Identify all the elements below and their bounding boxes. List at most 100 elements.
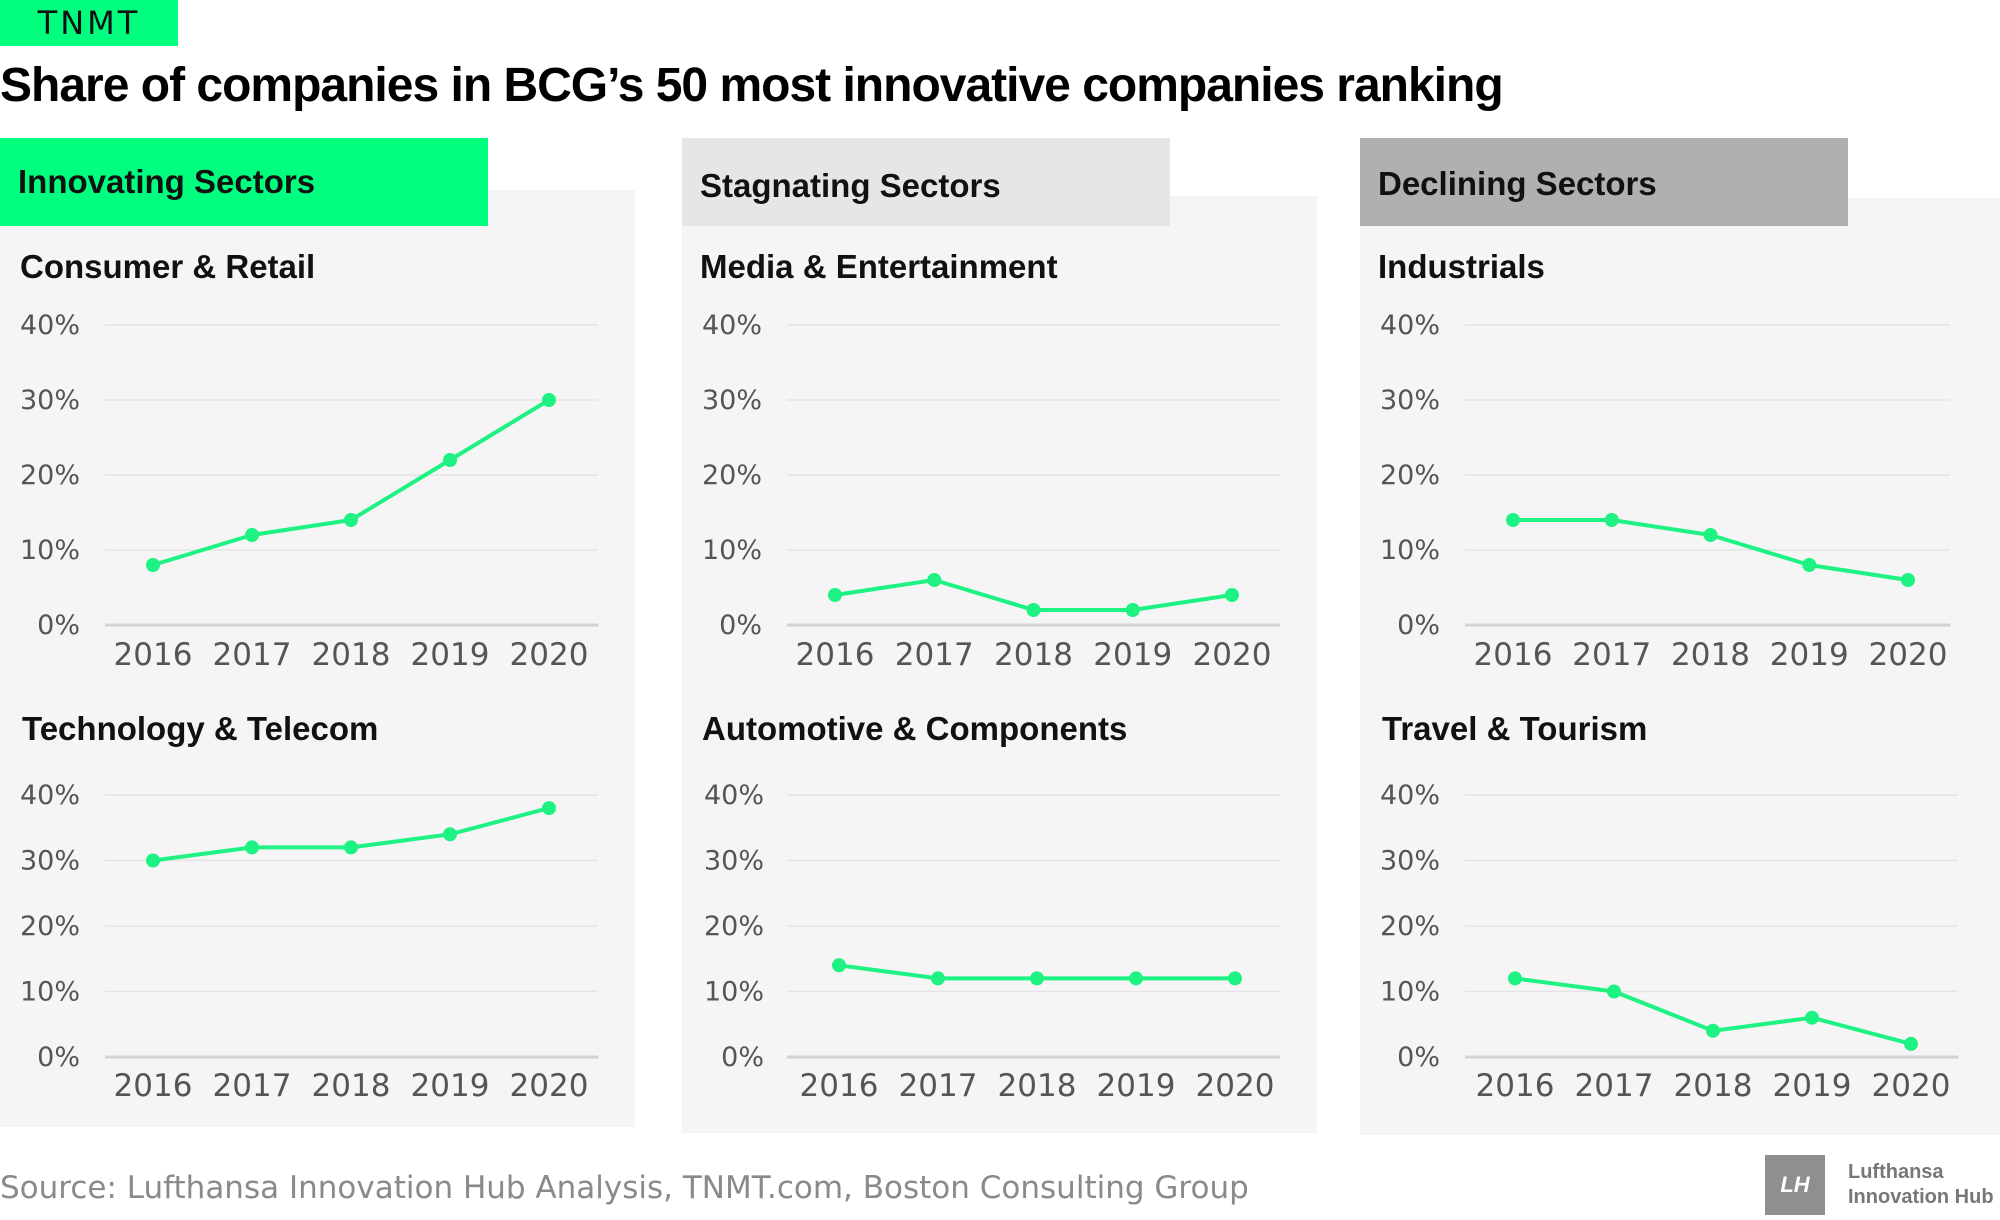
x-tick-label: 2017 — [895, 637, 974, 673]
x-tick-label: 2020 — [1869, 637, 1948, 673]
x-tick-label: 2020 — [510, 637, 589, 673]
y-tick-label: 30% — [20, 385, 80, 416]
x-tick-label: 2016 — [114, 637, 193, 673]
chart-title-media-entertainment: Media & Entertainment — [700, 248, 1058, 285]
y-tick-label: 0% — [719, 610, 762, 641]
y-tick-label: 10% — [20, 977, 80, 1008]
data-point — [1508, 971, 1522, 986]
data-point — [1802, 558, 1817, 572]
x-tick-label: 2017 — [213, 1068, 292, 1104]
series-line — [151, 398, 551, 567]
source-note: Source: Lufthansa Innovation Hub Analysi… — [0, 1170, 1249, 1206]
data-point — [1026, 603, 1041, 617]
y-tick-label: 0% — [37, 610, 80, 641]
data-point — [146, 558, 160, 572]
y-tick-label: 40% — [1380, 780, 1440, 811]
lufthansa-innovation-hub-logo-icon: LH — [1765, 1155, 1825, 1215]
data-point — [1805, 1010, 1819, 1025]
data-point — [443, 453, 457, 467]
data-point — [1901, 573, 1915, 587]
x-tick-label: 2018 — [994, 637, 1073, 673]
chart-title-travel-tourism: Travel & Tourism — [1382, 710, 1648, 747]
x-tick-label: 2016 — [114, 1068, 193, 1104]
x-tick-label: 2019 — [1770, 637, 1849, 673]
x-tick-label: 2016 — [796, 637, 875, 673]
y-tick-label: 30% — [1380, 846, 1440, 877]
y-tick-label: 30% — [1380, 385, 1440, 416]
y-tick-label: 10% — [1380, 977, 1440, 1008]
data-point — [927, 573, 942, 587]
y-tick-label: 0% — [37, 1042, 80, 1073]
x-tick-label: 2019 — [1097, 1068, 1176, 1104]
y-tick-label: 30% — [702, 385, 762, 416]
y-tick-label: 40% — [704, 780, 764, 811]
data-point — [1228, 971, 1242, 986]
y-tick-label: 40% — [20, 310, 80, 341]
data-point — [1030, 971, 1044, 986]
tnmt-logo: TNMT — [0, 0, 178, 46]
data-point — [1604, 513, 1619, 527]
chart-automotive-components: 0% 10% 20% 30% 40% 2016 2017 2018 2019 2020 — [704, 780, 1280, 1104]
logo-line-1: Lufthansa — [1848, 1161, 1944, 1183]
chart-title-automotive-components: Automotive & Components — [702, 710, 1128, 747]
y-tick-label: 20% — [702, 460, 762, 491]
logo-line-2: Innovation Hub — [1848, 1186, 1994, 1208]
data-point — [931, 971, 945, 986]
chart-consumer-retail: 0% 10% 20% 30% 40% 2016 2017 2018 2019 2020 — [20, 310, 598, 673]
y-tick-label: 0% — [1397, 1042, 1440, 1073]
y-tick-label: 20% — [20, 911, 80, 942]
x-tick-label: 2019 — [1093, 637, 1172, 673]
chart-industrials: 0% 10% 20% 30% 40% 2016 2017 2018 2019 2020 — [1380, 310, 1950, 673]
x-tick-label: 2016 — [1474, 637, 1553, 673]
x-tick-label: 2016 — [800, 1068, 879, 1104]
data-point — [443, 827, 457, 842]
tab-declining-sectors: Declining Sectors — [1360, 138, 1848, 226]
x-tick-label: 2020 — [510, 1068, 589, 1104]
x-tick-label: 2017 — [1572, 637, 1651, 673]
y-tick-label: 0% — [1397, 610, 1440, 641]
y-tick-label: 0% — [721, 1042, 764, 1073]
x-tick-label: 2018 — [1674, 1068, 1753, 1104]
x-tick-label: 2018 — [312, 637, 391, 673]
x-tick-label: 2019 — [411, 1068, 490, 1104]
x-tick-label: 2020 — [1193, 637, 1272, 673]
y-tick-label: 40% — [1380, 310, 1440, 341]
chart-media-entertainment: 0% 10% 20% 30% 40% 2016 2017 2018 2019 2020 — [702, 310, 1280, 673]
y-tick-label: 10% — [20, 535, 80, 566]
y-tick-label: 30% — [704, 846, 764, 877]
data-point — [1703, 528, 1718, 542]
data-point — [1225, 588, 1239, 602]
x-tick-label: 2017 — [1575, 1068, 1654, 1104]
chart-title-consumer-retail: Consumer & Retail — [20, 248, 316, 285]
data-point — [542, 393, 556, 407]
y-tick-label: 10% — [704, 977, 764, 1008]
data-point — [832, 958, 846, 973]
y-tick-label: 20% — [1380, 911, 1440, 942]
data-point — [344, 513, 358, 527]
x-tick-label: 2016 — [1476, 1068, 1555, 1104]
data-point — [1607, 984, 1621, 999]
panel-declining — [1360, 198, 2000, 1135]
y-tick-label: 20% — [704, 911, 764, 942]
chart-title-technology-telecom: Technology & Telecom — [22, 710, 379, 747]
x-tick-label: 2020 — [1196, 1068, 1275, 1104]
x-tick-label: 2018 — [998, 1068, 1077, 1104]
x-tick-label: 2018 — [312, 1068, 391, 1104]
data-point — [1125, 603, 1140, 617]
x-tick-label: 2019 — [1773, 1068, 1852, 1104]
data-point — [542, 801, 556, 816]
data-point — [245, 840, 259, 855]
panel-innovating — [0, 190, 635, 1127]
data-point — [1904, 1036, 1918, 1051]
data-point — [1506, 513, 1520, 527]
y-tick-label: 40% — [702, 310, 762, 341]
data-point — [1706, 1023, 1720, 1038]
data-point — [146, 853, 160, 868]
chart-travel-tourism: 0% 10% 20% 30% 40% 2016 2017 2018 2019 2020 — [1380, 780, 1958, 1104]
y-tick-label: 10% — [1380, 535, 1440, 566]
data-point — [1129, 971, 1143, 986]
y-tick-label: 40% — [20, 780, 80, 811]
data-point — [828, 588, 842, 602]
y-tick-label: 10% — [702, 535, 762, 566]
y-tick-label: 20% — [20, 460, 80, 491]
